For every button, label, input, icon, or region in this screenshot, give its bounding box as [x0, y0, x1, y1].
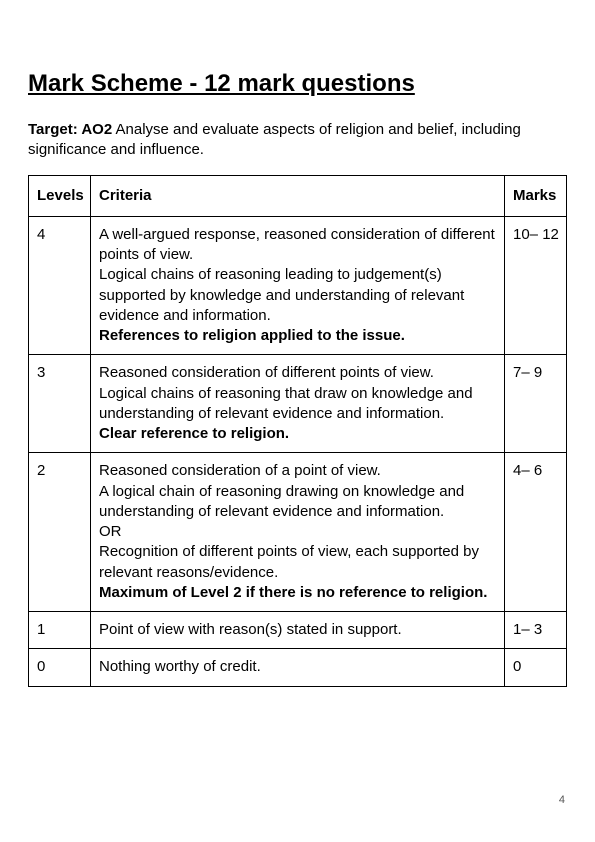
marks-cell: 4– 6: [505, 453, 567, 612]
level-cell: 2: [29, 453, 91, 612]
criteria-line: A logical chain of reasoning drawing on …: [99, 482, 498, 523]
level-cell: 1: [29, 612, 91, 649]
criteria-cell: A well-argued response, reasoned conside…: [91, 216, 505, 355]
level-cell: 0: [29, 649, 91, 686]
criteria-line: Reasoned consideration of a point of vie…: [99, 461, 498, 481]
criteria-line: Maximum of Level 2 if there is no refere…: [99, 583, 498, 603]
table-body: 4A well-argued response, reasoned consid…: [29, 216, 567, 686]
criteria-line: Nothing worthy of credit.: [99, 657, 498, 677]
criteria-cell: Reasoned consideration of different poin…: [91, 355, 505, 453]
header-levels: Levels: [29, 175, 91, 216]
page-title: Mark Scheme - 12 mark questions: [28, 70, 567, 98]
marks-cell: 0: [505, 649, 567, 686]
table-row: 4A well-argued response, reasoned consid…: [29, 216, 567, 355]
table-row: 0 Nothing worthy of credit. 0: [29, 649, 567, 686]
table-row: 1 Point of view with reason(s) stated in …: [29, 612, 567, 649]
marks-cell: 10– 12: [505, 216, 567, 355]
criteria-cell: Nothing worthy of credit.: [91, 649, 505, 686]
criteria-line: A well-argued response, reasoned conside…: [99, 225, 498, 266]
criteria-cell: Point of view with reason(s) stated in s…: [91, 612, 505, 649]
marks-cell: 1– 3: [505, 612, 567, 649]
criteria-line: OR: [99, 522, 498, 542]
criteria-line: Logical chains of reasoning leading to j…: [99, 265, 498, 326]
criteria-line: Recognition of different points of view,…: [99, 542, 498, 583]
page-number: 4: [559, 794, 565, 806]
header-marks: Marks: [505, 175, 567, 216]
criteria-line: Point of view with reason(s) stated in s…: [99, 620, 498, 640]
page: Mark Scheme - 12 mark questions Target: …: [0, 0, 595, 842]
level-cell: 4: [29, 216, 91, 355]
target-statement: Target: AO2 Analyse and evaluate aspects…: [28, 120, 567, 161]
table-row: 3 Reasoned consideration of different poi…: [29, 355, 567, 453]
criteria-cell: Reasoned consideration of a point of vie…: [91, 453, 505, 612]
marks-cell: 7– 9: [505, 355, 567, 453]
criteria-line: References to religion applied to the is…: [99, 326, 498, 346]
criteria-line: Reasoned consideration of different poin…: [99, 363, 498, 383]
header-criteria: Criteria: [91, 175, 505, 216]
table-row: 2 Reasoned consideration of a point of vi…: [29, 453, 567, 612]
level-cell: 3: [29, 355, 91, 453]
criteria-line: Clear reference to religion.: [99, 424, 498, 444]
mark-scheme-table: Levels Criteria Marks 4A well-argued res…: [28, 175, 567, 687]
target-label: Target: AO2: [28, 121, 112, 138]
criteria-line: Logical chains of reasoning that draw on…: [99, 384, 498, 425]
table-header-row: Levels Criteria Marks: [29, 175, 567, 216]
